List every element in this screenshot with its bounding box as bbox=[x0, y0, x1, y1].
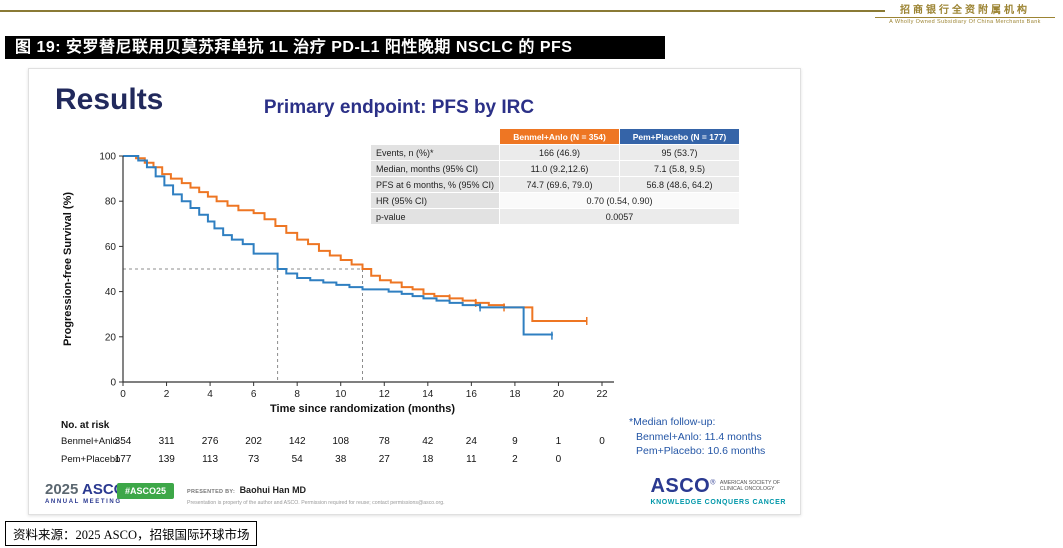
svg-text:108: 108 bbox=[332, 436, 349, 447]
svg-text:354: 354 bbox=[115, 436, 132, 447]
svg-text:0: 0 bbox=[110, 378, 116, 389]
followup-line: *Median follow-up: bbox=[629, 416, 716, 428]
svg-text:38: 38 bbox=[335, 454, 347, 465]
svg-text:100: 100 bbox=[99, 152, 116, 163]
asco-tagline: KNOWLEDGE CONQUERS CANCER bbox=[650, 499, 786, 506]
svg-text:9: 9 bbox=[512, 436, 518, 447]
svg-text:60: 60 bbox=[105, 242, 117, 253]
asco-logo-row: ASCO® AMERICAN SOCIETY OF CLINICAL ONCOL… bbox=[650, 476, 786, 496]
presenter-line: PRESENTED BY: Baohui Han MD bbox=[187, 480, 517, 498]
svg-text:80: 80 bbox=[105, 197, 117, 208]
stats-row-label: Median, months (95% CI) bbox=[371, 161, 499, 176]
meeting-title: 2025 ASCO bbox=[45, 482, 125, 497]
asco-annual-meeting-logo: 2025 ASCO ANNUAL MEETING bbox=[45, 482, 125, 505]
meeting-subtitle: ANNUAL MEETING bbox=[45, 499, 122, 505]
stats-value: 56.8 (48.6, 64.2) bbox=[620, 177, 739, 192]
svg-text:73: 73 bbox=[248, 454, 260, 465]
asco-society-logo: ASCO® AMERICAN SOCIETY OF CLINICAL ONCOL… bbox=[650, 476, 786, 506]
svg-text:2: 2 bbox=[164, 389, 170, 400]
presenter-name: Baohui Han MD bbox=[239, 485, 307, 495]
stats-value: 166 (46.9) bbox=[500, 145, 619, 160]
svg-text:0: 0 bbox=[599, 436, 605, 447]
svg-text:27: 27 bbox=[379, 454, 391, 465]
svg-text:No. at risk: No. at risk bbox=[61, 420, 110, 431]
slide-results-title: Results bbox=[55, 83, 164, 116]
svg-text:14: 14 bbox=[422, 389, 434, 400]
registered-mark: ® bbox=[710, 479, 716, 487]
svg-text:311: 311 bbox=[159, 436, 175, 447]
hashtag-badge: #ASCO25 bbox=[117, 483, 175, 499]
source-note: 资料来源：2025 ASCO，招银国际环球市场 bbox=[5, 521, 258, 546]
stats-value: 74.7 (69.6, 79.0) bbox=[500, 177, 619, 192]
svg-text:24: 24 bbox=[466, 436, 478, 447]
svg-text:20: 20 bbox=[553, 389, 565, 400]
svg-text:78: 78 bbox=[379, 436, 391, 447]
stats-row-label: HR (95% CI) bbox=[371, 193, 499, 208]
brand-logo: 招商银行全资附属机构 A Wholly Owned Subsidiary Of … bbox=[875, 1, 1055, 25]
svg-text:Benmel+Anlo: Benmel+Anlo bbox=[61, 436, 118, 447]
svg-text:18: 18 bbox=[422, 454, 434, 465]
svg-text:6: 6 bbox=[251, 389, 257, 400]
svg-text:0: 0 bbox=[120, 389, 126, 400]
svg-text:4: 4 bbox=[207, 389, 213, 400]
stats-value: 95 (53.7) bbox=[620, 145, 739, 160]
svg-text:142: 142 bbox=[289, 436, 306, 447]
svg-text:177: 177 bbox=[115, 454, 132, 465]
stats-row-label: Events, n (%)* bbox=[371, 145, 499, 160]
followup-line: Benmel+Anlo: 11.4 months bbox=[636, 430, 762, 443]
stats-row-label: p-value bbox=[371, 209, 499, 224]
svg-text:11: 11 bbox=[466, 454, 477, 465]
svg-text:16: 16 bbox=[466, 389, 478, 400]
asco-wordmark: ASCO® bbox=[650, 475, 716, 497]
svg-text:54: 54 bbox=[292, 454, 304, 465]
stats-pvalue: 0.0057 bbox=[500, 209, 739, 224]
stats-row-label: PFS at 6 months, % (95% CI) bbox=[371, 177, 499, 192]
stats-col-header-benmel: Benmel+Anlo (N = 354) bbox=[500, 129, 619, 144]
slide: Results Primary endpoint: PFS by IRC Ben… bbox=[28, 68, 801, 515]
presenter-block: PRESENTED BY: Baohui Han MD Presentation… bbox=[187, 480, 517, 506]
svg-text:276: 276 bbox=[202, 436, 219, 447]
svg-text:40: 40 bbox=[105, 287, 117, 298]
presentation-disclaimer: Presentation is property of the author a… bbox=[187, 500, 445, 506]
stats-value: 7.1 (5.8, 9.5) bbox=[620, 161, 739, 176]
svg-text:22: 22 bbox=[596, 389, 608, 400]
figure-title: 图 19: 安罗替尼联用贝莫苏拜单抗 1L 治疗 PD-L1 阳性晚期 NSCL… bbox=[5, 36, 665, 59]
svg-text:12: 12 bbox=[379, 389, 391, 400]
svg-text:202: 202 bbox=[245, 436, 262, 447]
svg-text:42: 42 bbox=[422, 436, 434, 447]
stats-col-header-pem: Pem+Placebo (N = 177) bbox=[620, 129, 739, 144]
svg-text:113: 113 bbox=[202, 454, 218, 465]
header-gold-rule bbox=[0, 10, 885, 12]
median-followup-note: *Median follow-up: Benmel+Anlo: 11.4 mon… bbox=[629, 415, 765, 459]
followup-line: Pem+Placebo: 10.6 months bbox=[636, 445, 766, 458]
svg-text:18: 18 bbox=[509, 389, 521, 400]
stats-hr-value: 0.70 (0.54, 0.90) bbox=[500, 193, 739, 208]
svg-text:1: 1 bbox=[556, 436, 562, 447]
slide-endpoint-title: Primary endpoint: PFS by IRC bbox=[263, 97, 535, 118]
society-name: AMERICAN SOCIETY OF CLINICAL ONCOLOGY bbox=[719, 479, 781, 493]
svg-text:Progression-free Survival (%): Progression-free Survival (%) bbox=[62, 192, 74, 346]
svg-text:0: 0 bbox=[556, 454, 562, 465]
svg-text:2: 2 bbox=[512, 454, 518, 465]
brand-chinese-text: 招商银行全资附属机构 bbox=[900, 5, 1030, 16]
stats-value: 11.0 (9.2,12.6) bbox=[500, 161, 619, 176]
svg-text:20: 20 bbox=[105, 332, 117, 343]
presented-by-label: PRESENTED BY: bbox=[187, 489, 236, 495]
svg-text:Pem+Placebo: Pem+Placebo bbox=[61, 454, 120, 465]
svg-text:139: 139 bbox=[158, 454, 175, 465]
svg-text:Time since randomization (mont: Time since randomization (months) bbox=[270, 403, 455, 415]
svg-text:10: 10 bbox=[335, 389, 347, 400]
brand-english-text: A Wholly Owned Subsidiary Of China Merch… bbox=[875, 17, 1055, 25]
meeting-name: ASCO bbox=[82, 481, 126, 498]
stats-table: Benmel+Anlo (N = 354) Pem+Placebo (N = 1… bbox=[371, 129, 739, 224]
meeting-year: 2025 bbox=[45, 481, 79, 498]
svg-text:8: 8 bbox=[294, 389, 300, 400]
